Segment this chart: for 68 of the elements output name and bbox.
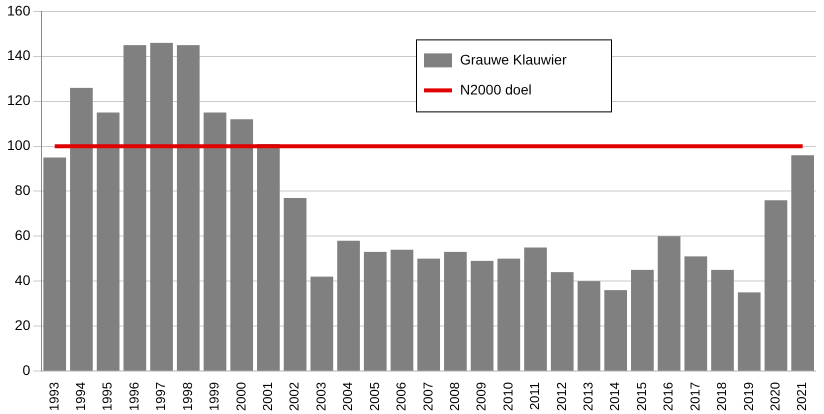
x-tick-label: 2008 bbox=[446, 382, 462, 411]
x-tick-label: 2019 bbox=[740, 382, 756, 411]
x-tick-label: 2001 bbox=[260, 382, 275, 411]
bar bbox=[150, 42, 173, 371]
y-tick-label: 20 bbox=[14, 316, 31, 333]
bar bbox=[444, 252, 467, 371]
bar bbox=[711, 270, 734, 371]
x-tick-label: 2021 bbox=[794, 382, 810, 411]
bar bbox=[257, 144, 280, 371]
x-tick-label: 1998 bbox=[180, 382, 195, 411]
x-tick-label: 2013 bbox=[580, 382, 596, 411]
x-tick-label: 2003 bbox=[313, 382, 328, 411]
x-tick-label: 2002 bbox=[286, 382, 302, 411]
x-tick-label: 1997 bbox=[153, 382, 168, 411]
x-tick-label: 2020 bbox=[768, 382, 783, 411]
bar bbox=[204, 112, 226, 371]
y-tick-label: 60 bbox=[14, 227, 31, 244]
bar bbox=[470, 260, 494, 371]
bar bbox=[176, 45, 200, 371]
bar bbox=[230, 119, 254, 371]
y-tick-label: 100 bbox=[7, 137, 31, 154]
x-tick-label: 2004 bbox=[340, 382, 356, 411]
x-tick-label: 1994 bbox=[73, 382, 88, 411]
legend-label: Grauwe Klauwier bbox=[460, 51, 567, 68]
bar bbox=[524, 247, 547, 371]
x-tick-label: 2011 bbox=[527, 382, 542, 410]
bar bbox=[604, 290, 628, 371]
bar bbox=[764, 200, 788, 371]
x-tick-label: 2007 bbox=[420, 382, 436, 411]
x-tick-label: 2006 bbox=[394, 382, 409, 411]
bar bbox=[284, 198, 306, 371]
x-tick-label: 1993 bbox=[46, 382, 62, 411]
bar bbox=[123, 45, 146, 371]
bar bbox=[738, 292, 761, 371]
x-tick-label: 2018 bbox=[714, 382, 730, 411]
x-tick-label: 2016 bbox=[660, 382, 676, 411]
x-tick-label: 2010 bbox=[500, 382, 516, 411]
bar bbox=[364, 252, 387, 371]
x-tick-label: 2000 bbox=[233, 382, 248, 411]
bar bbox=[390, 250, 414, 371]
bar bbox=[337, 240, 360, 371]
x-tick-label: 1999 bbox=[206, 382, 222, 411]
x-tick-label: 2012 bbox=[554, 382, 569, 411]
legend-label: N2000 doel bbox=[460, 81, 532, 98]
bar bbox=[578, 281, 600, 371]
y-tick-label: 40 bbox=[14, 272, 31, 288]
bar bbox=[631, 270, 654, 371]
bar bbox=[684, 256, 708, 371]
x-tick-label: 2009 bbox=[474, 382, 489, 411]
x-tick-label: 2014 bbox=[607, 382, 622, 411]
bar bbox=[96, 112, 120, 371]
x-tick-label: 2017 bbox=[687, 382, 702, 411]
bar bbox=[417, 258, 440, 371]
x-tick-label: 2015 bbox=[634, 382, 649, 411]
bar bbox=[497, 258, 520, 371]
y-tick-label: 120 bbox=[7, 92, 31, 108]
bar bbox=[310, 276, 334, 371]
y-tick-label: 140 bbox=[7, 47, 31, 64]
bar bbox=[550, 272, 574, 371]
y-tick-label: 80 bbox=[14, 182, 31, 198]
y-tick-label: 160 bbox=[7, 2, 31, 18]
x-tick-label: 1995 bbox=[100, 382, 115, 411]
x-tick-label: 1996 bbox=[126, 382, 142, 411]
bar bbox=[658, 236, 680, 371]
x-tick-label: 2005 bbox=[366, 382, 382, 411]
bar bbox=[70, 88, 93, 371]
y-tick-label: 0 bbox=[22, 362, 31, 378]
bar bbox=[791, 155, 814, 371]
